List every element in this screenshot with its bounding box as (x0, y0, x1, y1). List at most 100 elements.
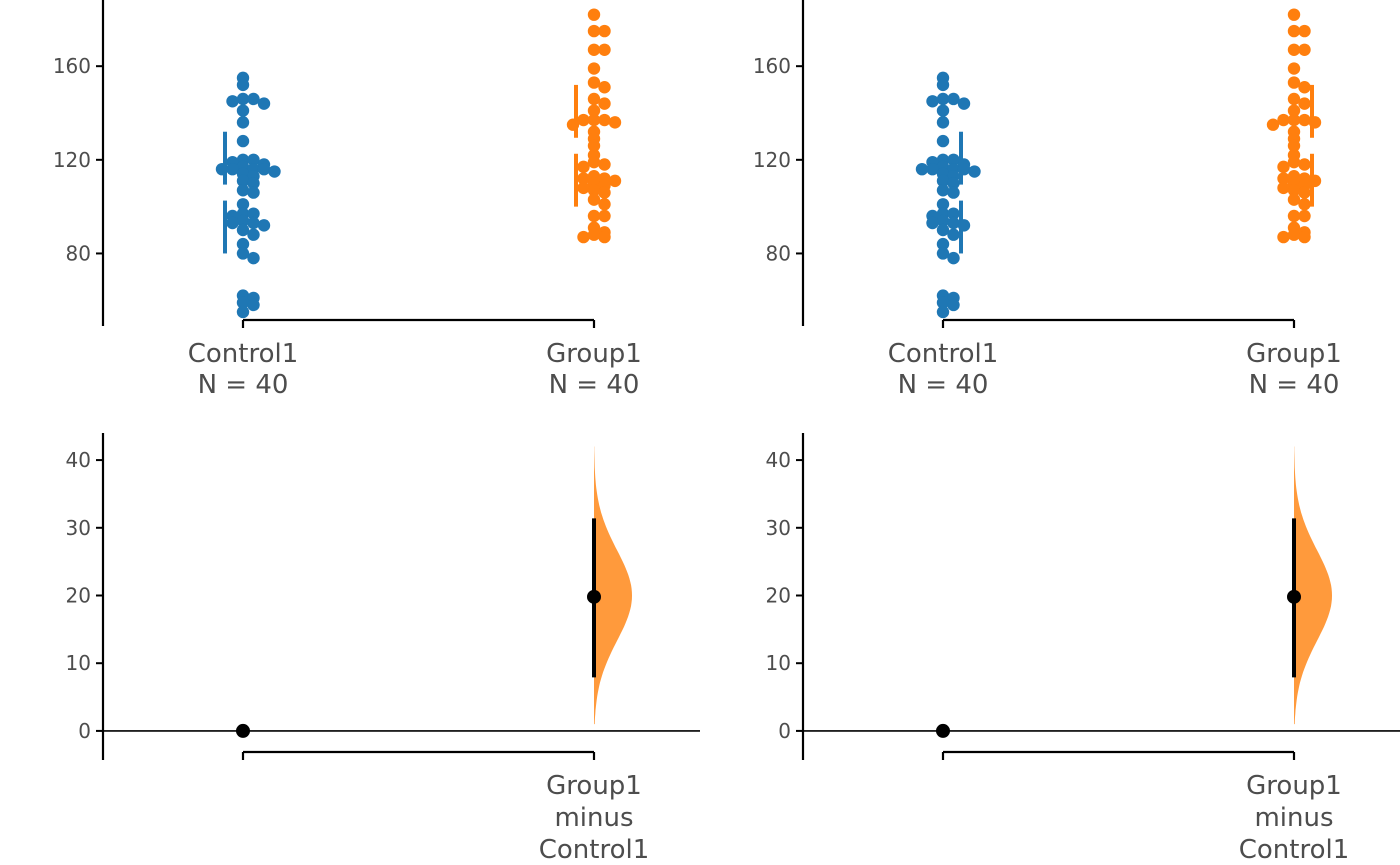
data-point (1287, 62, 1301, 75)
data-point (247, 298, 260, 312)
data-point (598, 81, 611, 94)
data-point (936, 214, 950, 227)
data-point (947, 228, 960, 241)
data-point (577, 181, 590, 195)
data-point (1287, 8, 1301, 21)
data-point (1287, 209, 1301, 223)
data-point (598, 198, 611, 211)
y-tick-label: 0 (78, 719, 91, 743)
data-point (1277, 160, 1290, 174)
data-point (598, 113, 611, 127)
data-point (947, 298, 960, 312)
data-point (587, 92, 601, 106)
data-point (1298, 186, 1311, 199)
data-point (247, 228, 260, 241)
y-tick-label: 0 (778, 719, 791, 743)
data-point (257, 162, 271, 176)
data-point (587, 76, 601, 89)
x-category-label: Group1 (1246, 339, 1342, 369)
data-point (936, 116, 950, 129)
y-tick-label: 160 (53, 54, 91, 78)
data-point (577, 230, 590, 244)
y-tick-label: 30 (66, 516, 91, 540)
data-point (1287, 43, 1301, 56)
data-point (1298, 198, 1311, 211)
data-point (1298, 209, 1311, 223)
data-point (236, 78, 250, 92)
data-point (257, 97, 271, 110)
x-category-label: N = 40 (1249, 370, 1340, 400)
data-point (915, 162, 929, 176)
data-point (587, 8, 601, 21)
data-point (947, 216, 960, 230)
data-point (1298, 113, 1311, 127)
data-point (1287, 76, 1301, 89)
data-point (236, 174, 250, 188)
data-point (1287, 193, 1301, 206)
data-point (236, 305, 250, 319)
data-point (587, 139, 601, 152)
data-point (936, 184, 950, 197)
y-tick-label: 10 (766, 651, 791, 675)
data-point (598, 24, 611, 38)
data-point (1287, 24, 1301, 38)
data-point (1287, 184, 1301, 197)
y-tick-label: 20 (66, 584, 91, 608)
y-tick-label: 120 (753, 148, 791, 172)
data-point (236, 184, 250, 197)
data-point (947, 207, 960, 220)
data-point (587, 24, 601, 38)
x-category-label: Group1 (546, 339, 642, 369)
data-point (1287, 113, 1301, 127)
y-tick-label: 120 (53, 148, 91, 172)
data-point (936, 305, 950, 319)
data-point (236, 134, 250, 148)
data-point (926, 216, 939, 230)
y-tick-label: 20 (766, 584, 791, 608)
data-point (947, 251, 960, 265)
y-tick-label: 80 (766, 241, 791, 265)
data-point (926, 162, 939, 176)
x-category-label: Control1 (188, 339, 299, 369)
y-tick-label: 10 (66, 651, 91, 675)
data-point (936, 223, 950, 237)
data-point (1298, 24, 1311, 38)
data-point (608, 116, 622, 129)
data-point (1298, 97, 1311, 110)
data-point (247, 216, 260, 230)
data-point (247, 92, 260, 106)
data-point (936, 198, 950, 211)
data-point (598, 43, 611, 56)
data-point (587, 228, 601, 241)
data-point (587, 155, 601, 169)
data-point (1287, 155, 1301, 169)
y-tick-label: 30 (766, 516, 791, 540)
data-point (1277, 230, 1290, 244)
x-category-label: Control1 (539, 835, 650, 865)
data-point (598, 97, 611, 110)
x-category-label: Control1 (1239, 835, 1350, 865)
data-point (268, 165, 281, 178)
x-category-label: Control1 (888, 339, 999, 369)
data-point (587, 184, 601, 197)
data-point (587, 104, 601, 117)
data-point (587, 43, 601, 56)
y-tick-label: 160 (753, 54, 791, 78)
data-point (598, 230, 611, 244)
data-point (947, 186, 960, 199)
data-point (247, 207, 260, 220)
data-point (1298, 158, 1311, 171)
data-point (1277, 113, 1290, 127)
x-category-label: minus (1254, 803, 1333, 833)
data-point (587, 113, 601, 127)
data-point (936, 92, 950, 106)
data-point (226, 216, 239, 230)
data-point (1287, 228, 1301, 241)
data-point (1298, 230, 1311, 244)
data-point (247, 153, 260, 167)
x-category-label: Group1 (1246, 771, 1342, 801)
effect-size-point (587, 589, 601, 604)
